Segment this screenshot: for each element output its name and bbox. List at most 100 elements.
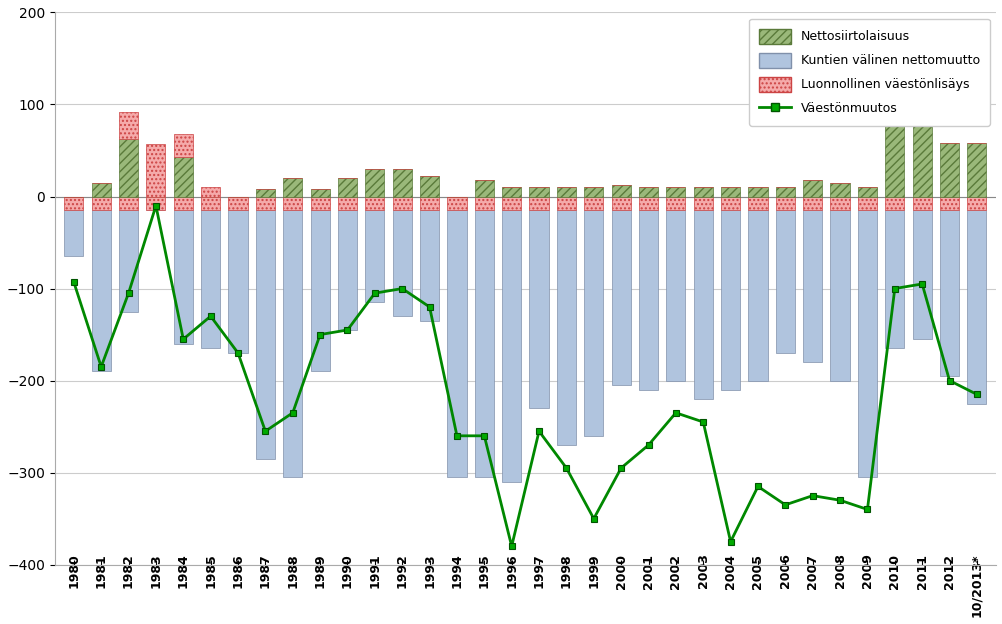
Bar	[912, 82, 931, 197]
Bar	[529, 197, 548, 210]
Bar	[311, 210, 330, 371]
Bar	[200, 197, 220, 210]
Bar	[392, 197, 412, 210]
Bar	[119, 197, 138, 210]
Bar	[939, 210, 958, 376]
Bar	[119, 210, 138, 311]
Bar	[966, 143, 986, 197]
Bar	[747, 187, 767, 197]
Bar	[420, 210, 439, 321]
Bar	[966, 210, 986, 404]
Bar	[447, 197, 466, 210]
Bar	[720, 197, 739, 210]
Bar	[256, 197, 275, 210]
Bar	[474, 197, 493, 210]
Bar	[556, 187, 575, 197]
Bar	[885, 210, 904, 348]
Bar	[365, 197, 384, 210]
Bar	[119, 112, 138, 139]
Bar	[556, 197, 575, 210]
Bar	[502, 187, 521, 197]
Bar	[857, 197, 876, 210]
Bar	[392, 210, 412, 316]
Bar	[611, 185, 630, 197]
Bar	[747, 197, 767, 210]
Bar	[638, 197, 657, 210]
Bar	[64, 197, 83, 210]
Bar	[665, 187, 684, 197]
Bar	[91, 197, 110, 210]
Bar	[447, 210, 466, 477]
Bar	[228, 210, 247, 353]
Bar	[283, 197, 302, 210]
Bar	[91, 183, 110, 197]
Bar	[173, 210, 192, 344]
Bar	[693, 197, 712, 210]
Bar	[775, 210, 795, 353]
Bar	[200, 187, 220, 197]
Bar	[311, 189, 330, 197]
Bar	[693, 210, 712, 399]
Bar	[966, 197, 986, 210]
Bar	[338, 197, 357, 210]
Bar	[338, 210, 357, 330]
Bar	[803, 180, 822, 197]
Bar	[638, 210, 657, 390]
Bar	[283, 210, 302, 477]
Bar	[857, 210, 876, 477]
Bar	[200, 210, 220, 348]
Bar	[720, 187, 739, 197]
Bar	[912, 197, 931, 210]
Bar	[611, 197, 630, 210]
Bar	[64, 210, 83, 256]
Bar	[747, 210, 767, 381]
Bar	[256, 189, 275, 197]
Bar	[474, 180, 493, 197]
Bar	[830, 183, 849, 197]
Bar	[775, 197, 795, 210]
Bar	[283, 178, 302, 197]
Bar	[529, 187, 548, 197]
Bar	[228, 197, 247, 210]
Bar	[502, 210, 521, 482]
Bar	[665, 197, 684, 210]
Bar	[556, 210, 575, 445]
Bar	[365, 210, 384, 303]
Bar	[583, 187, 603, 197]
Bar	[338, 178, 357, 197]
Bar	[420, 197, 439, 210]
Bar	[256, 210, 275, 459]
Bar	[803, 197, 822, 210]
Bar	[91, 210, 110, 371]
Bar	[173, 157, 192, 197]
Bar	[119, 139, 138, 197]
Bar	[311, 197, 330, 210]
Bar	[529, 210, 548, 408]
Bar	[775, 187, 795, 197]
Bar	[665, 210, 684, 381]
Bar	[885, 95, 904, 197]
Bar	[693, 187, 712, 197]
Bar	[638, 187, 657, 197]
Bar	[146, 144, 165, 197]
Bar	[173, 134, 192, 157]
Bar	[392, 169, 412, 197]
Bar	[146, 197, 165, 210]
Bar	[420, 176, 439, 197]
Bar	[474, 210, 493, 477]
Bar	[365, 169, 384, 197]
Legend: Nettosiirtolaisuus, Kuntien välinen nettomuutto, Luonnollinen väestönlisäys, Väe: Nettosiirtolaisuus, Kuntien välinen nett…	[748, 19, 989, 126]
Bar	[857, 187, 876, 197]
Bar	[803, 210, 822, 362]
Bar	[583, 210, 603, 436]
Bar	[830, 197, 849, 210]
Bar	[912, 210, 931, 339]
Bar	[502, 197, 521, 210]
Bar	[173, 197, 192, 210]
Bar	[830, 210, 849, 381]
Bar	[939, 197, 958, 210]
Bar	[611, 210, 630, 385]
Bar	[939, 143, 958, 197]
Bar	[720, 210, 739, 390]
Bar	[583, 197, 603, 210]
